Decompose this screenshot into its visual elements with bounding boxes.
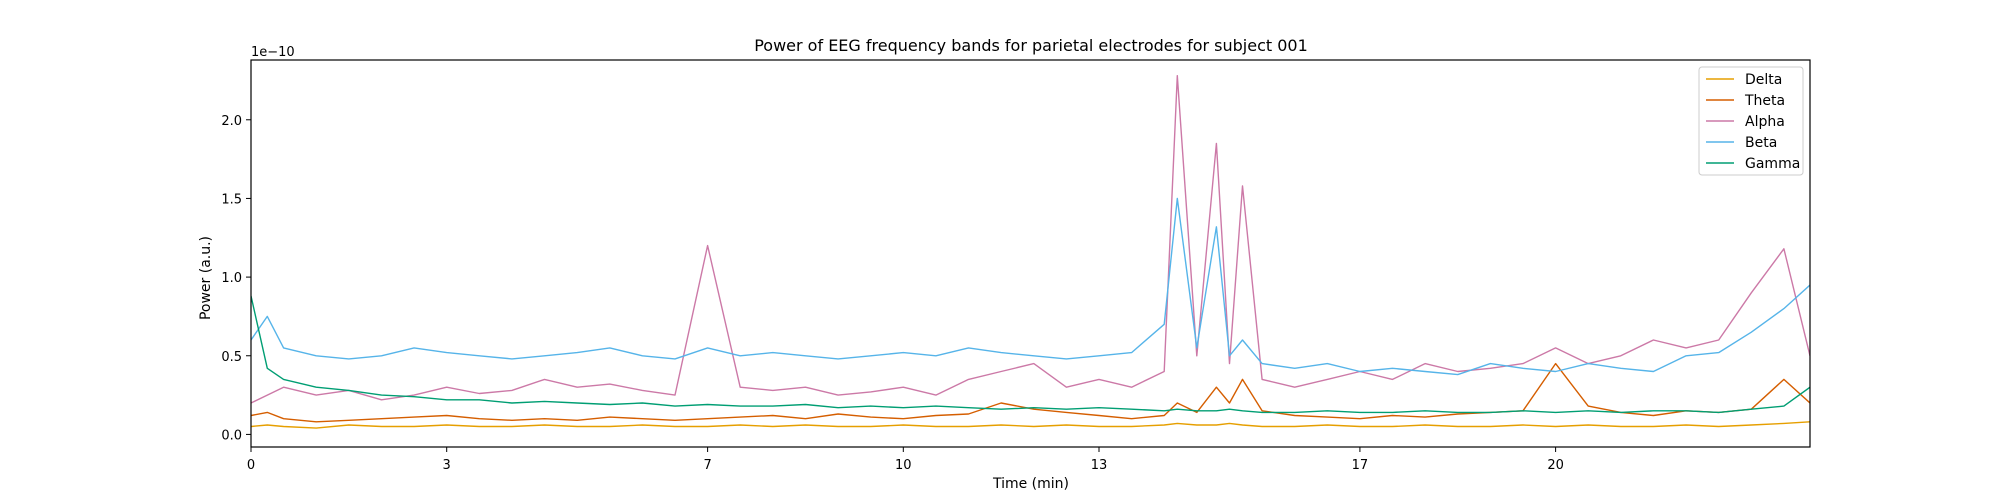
x-axis-label: Time (min) — [992, 476, 1069, 492]
y-tick-label: 0.5 — [221, 350, 242, 365]
x-tick-label: 10 — [895, 458, 912, 473]
legend-label-alpha: Alpha — [1745, 114, 1785, 130]
chart-title: Power of EEG frequency bands for parieta… — [754, 36, 1308, 55]
legend-label-delta: Delta — [1745, 72, 1782, 88]
x-axis-ticks: 0 3 7 10 13 17 20 — [247, 447, 1564, 473]
y-tick-label: 2.0 — [221, 114, 242, 129]
x-tick-label: 13 — [1091, 458, 1108, 473]
series-line-delta — [251, 421, 1810, 429]
y-axis-label: Power (a.u.) — [198, 236, 214, 320]
series-line-beta — [251, 197, 1810, 376]
legend-label-beta: Beta — [1745, 135, 1777, 151]
x-tick-label: 0 — [247, 458, 255, 473]
plot-frame — [250, 59, 1811, 448]
x-tick-label: 17 — [1352, 458, 1369, 473]
series-line-alpha — [251, 74, 1810, 404]
x-tick-label: 3 — [443, 458, 451, 473]
y-axis-ticks: 0.0 0.5 1.0 1.5 2.0 — [221, 114, 251, 443]
x-tick-label: 20 — [1547, 458, 1564, 473]
legend: Delta Theta Alpha Beta Gamma — [1698, 66, 1804, 176]
series-line-gamma — [251, 295, 1810, 414]
series-layer — [251, 74, 1810, 429]
legend-box — [1698, 66, 1804, 176]
y-offset-label: 1e−10 — [251, 45, 295, 60]
legend-label-gamma: Gamma — [1745, 156, 1800, 172]
y-tick-label: 1.0 — [221, 271, 242, 286]
y-tick-label: 0.0 — [221, 428, 242, 443]
y-tick-label: 1.5 — [221, 192, 242, 207]
legend-label-theta: Theta — [1744, 93, 1785, 109]
series-line-theta — [251, 362, 1810, 423]
x-tick-label: 7 — [703, 458, 711, 473]
